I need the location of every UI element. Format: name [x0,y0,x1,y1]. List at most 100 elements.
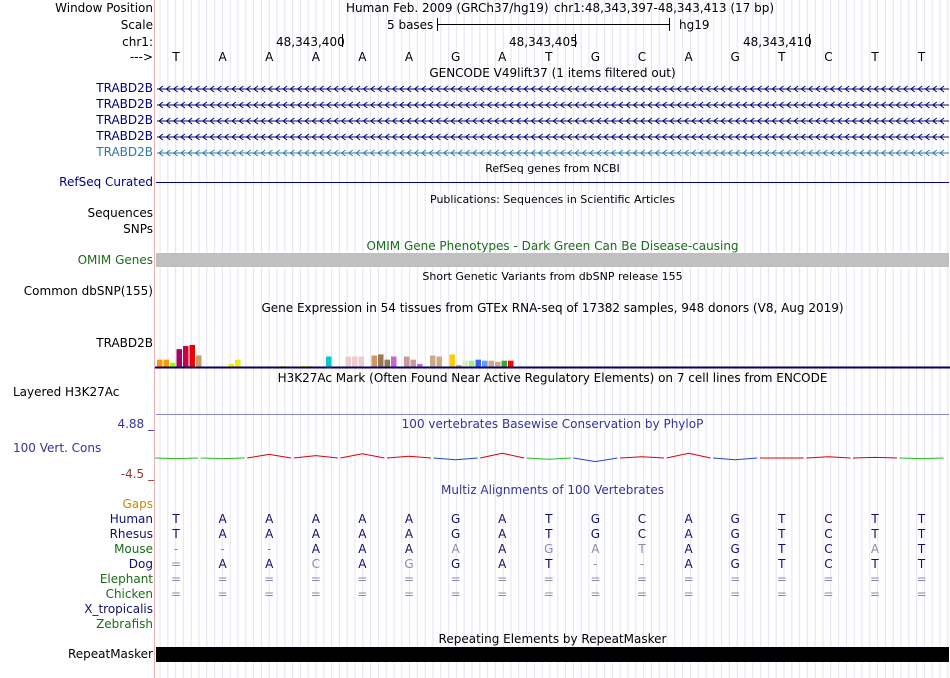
strand-arrow [866,149,872,157]
species-label[interactable]: Rhesus [109,527,153,541]
strand-arrow [691,85,697,93]
species-label[interactable]: Zebrafish [96,617,153,631]
strand-arrow [296,117,302,125]
gencode-transcript[interactable] [157,84,949,94]
strand-arrow [559,101,565,109]
strand-arrow [180,117,186,125]
omim-track-title[interactable]: OMIM Gene Phenotypes - Dark Green Can Be… [366,239,739,253]
species-label[interactable]: Elephant [99,572,153,586]
gencode-transcript[interactable] [157,148,949,158]
aligned-base: T [917,527,926,541]
strand-arrow [858,85,865,93]
strand-arrow [180,101,186,109]
strand-arrow [347,117,354,125]
strand-arrow [924,133,930,141]
species-label[interactable]: Chicken [105,587,153,601]
species-label[interactable]: Mouse [114,542,153,556]
refseq-gene-line[interactable] [156,182,949,183]
species-label[interactable]: Human [109,512,153,526]
phylop-track-title[interactable]: 100 vertebrates Basewise Conservation by… [401,417,704,431]
strand-arrow [866,101,872,109]
phylop-plot[interactable] [155,436,950,472]
strand-arrow [289,117,295,125]
strand-arrow [340,149,346,157]
gencode-transcript[interactable] [157,116,949,126]
gencode-track-title[interactable]: GENCODE V49lift37 (1 items filtered out) [429,66,676,80]
repeatmasker-bar[interactable] [156,647,949,662]
gtex-bar [280,365,286,367]
gencode-transcript[interactable] [157,132,949,142]
gtex-bar [475,359,481,367]
repeatmasker-track-title[interactable]: Repeating Elements by RepeatMasker [438,632,667,646]
strand-arrow [924,85,930,93]
strand-arrow [530,117,536,125]
phylop-track-label[interactable]: 100 Vert. Cons [13,441,102,455]
species-label[interactable]: Dog [128,557,153,571]
strand-arrow [355,149,361,157]
aligned-base: A [404,542,414,556]
strand-arrow [924,117,930,125]
base-letter: A [358,50,367,64]
strand-arrow [873,117,879,125]
strand-arrow [734,149,741,157]
strand-arrow [778,133,784,141]
aligned-base: = [543,572,554,586]
gtex-bar [384,359,390,367]
multiz-track-title[interactable]: Multiz Alignments of 100 Vertebrates [440,483,665,497]
gencode-gene-label[interactable]: TRABD2B [96,113,153,127]
h3k27ac-track-label[interactable]: Layered H3K27Ac [13,385,120,399]
strand-arrow [910,133,916,141]
strand-arrow [727,149,733,157]
strand-arrow [493,133,500,141]
gtex-bar-chart[interactable] [155,314,950,370]
repeatmasker-track-label[interactable]: RepeatMasker [67,647,153,661]
strand-arrow [172,149,178,157]
strand-arrow [625,149,631,157]
refseq-track-label[interactable]: RefSeq Curated [59,175,153,189]
strand-arrow [216,149,222,157]
species-label[interactable]: X_tropicalis [84,602,153,616]
strand-arrow [450,117,456,125]
h3k27ac-track-title[interactable]: H3K27Ac Mark (Often Found Near Active Re… [277,371,828,385]
strand-arrow [603,149,609,157]
omim-gene-bar[interactable] [156,253,949,267]
snps-track-label[interactable]: SNPs [123,222,153,236]
strand-arrow [880,133,887,141]
strand-arrow [180,149,186,157]
strand-arrow [778,101,784,109]
gencode-transcript[interactable] [157,100,949,110]
dbsnp-track-title[interactable]: Short Genetic Variants from dbSNP releas… [422,270,683,283]
gencode-gene-label[interactable]: TRABD2B [96,145,153,159]
aligned-base: = [823,587,834,601]
strand-arrow [260,85,266,93]
strand-arrow [326,133,332,141]
gaps-label[interactable]: Gaps [122,497,153,511]
gtex-track-label[interactable]: TRABD2B [96,336,153,350]
gencode-gene-label[interactable]: TRABD2B [96,81,153,95]
strand-arrow [902,149,908,157]
aligned-base: A [498,527,507,541]
strand-arrow [880,85,887,93]
sequences-track-label[interactable]: Sequences [87,206,153,220]
gtex-bar [410,359,416,367]
strand-arrow [566,149,573,157]
aligned-base: A [684,557,693,571]
dbsnp-track-label[interactable]: Common dbSNP(155) [23,284,153,298]
refseq-track-title[interactable]: RefSeq genes from NCBI [485,162,620,175]
strand-arrow [501,117,507,125]
strand-arrow [800,149,806,157]
aligned-base: = [590,587,601,601]
gtex-track-title[interactable]: Gene Expression in 54 tissues from GTEx … [261,301,844,315]
gencode-gene-label[interactable]: TRABD2B [96,97,153,111]
gencode-gene-label[interactable]: TRABD2B [96,129,153,143]
strand-arrow [377,117,383,125]
publications-track-title[interactable]: Publications: Sequences in Scientific Ar… [430,193,675,206]
strand-arrow [435,133,441,141]
strand-arrow [472,149,478,157]
aligned-base: = [357,587,368,601]
aligned-base: = [217,572,228,586]
strand-arrow [895,117,901,125]
aligned-base: A [404,512,414,526]
strand-arrow [479,149,485,157]
omim-track-label[interactable]: OMIM Genes [77,253,153,267]
